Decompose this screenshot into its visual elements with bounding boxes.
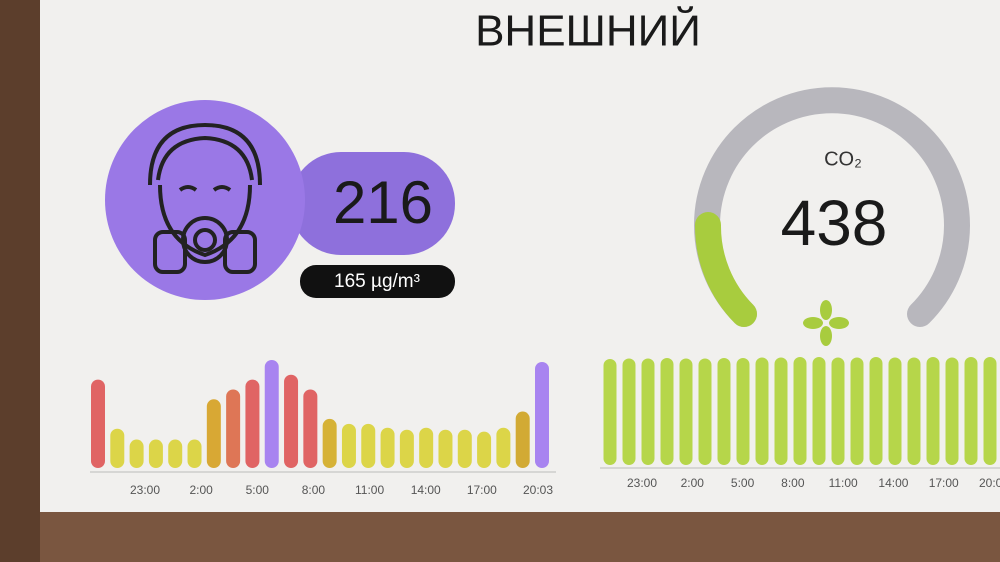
time-label: 2:00 [189,483,213,497]
history-bar [284,374,299,468]
history-bar [91,379,105,468]
concentration-badge [300,265,455,298]
gauge-fill [694,212,757,327]
history-bar [206,399,221,468]
history-bar [907,357,921,465]
fan-icon [803,300,849,346]
history-bar [341,423,356,468]
history-bar [129,439,144,468]
history-bar [964,357,978,465]
history-bar [831,357,845,465]
history-bar [148,439,163,468]
history-bar [515,411,530,468]
history-bar [679,358,693,465]
history-bar [496,427,511,468]
time-label: 14:00 [878,476,908,490]
history-bar [888,357,902,465]
history-bar [187,439,202,468]
history-bar [698,358,712,465]
mask-icon [148,122,262,274]
time-label: 23:00 [627,476,657,490]
time-label: 17:00 [467,483,497,497]
time-label: 11:00 [829,476,858,490]
time-label: 17:00 [929,476,959,490]
frame-left [0,0,40,562]
history-bar [755,357,769,465]
history-bar [438,429,453,468]
time-label: 2:00 [681,476,705,490]
history-bar [535,361,549,468]
title: ВНЕШНИЙ [475,5,701,56]
history-bar [869,357,883,465]
history-bar [457,429,472,468]
history-bar [641,358,655,465]
time-label: 14:00 [411,483,441,497]
history-bar [926,357,940,465]
history-bar [603,358,617,465]
history-bar [168,439,183,468]
history-bar [717,357,731,465]
time-label: 8:00 [781,476,805,490]
time-label: 8:00 [302,483,326,497]
history-bar [774,357,788,465]
history-bar [622,358,636,465]
history-bar [812,357,826,465]
time-label: 5:00 [246,483,270,497]
history-bar [983,357,997,465]
history-bar [245,379,260,468]
time-label: 20:03 [979,476,1000,490]
history-bar [226,389,241,468]
aqi-value: 216 [333,169,433,236]
index-pill [290,152,455,255]
time-label: 11:00 [355,483,384,497]
time-label: 5:00 [731,476,755,490]
mask-icon-bg [105,100,305,300]
history-bar [110,428,125,468]
co2-value: 438 [781,187,888,259]
history-bar [419,427,434,468]
history-bar [361,423,376,468]
history-bar [264,360,279,468]
history-bar [793,357,807,465]
history-bar [945,357,959,465]
history-bar [660,357,674,465]
history-bar [850,357,864,465]
time-label: 20:03 [523,483,553,497]
history-bar [380,427,395,468]
frame-bottom [0,512,1000,562]
concentration: 165 µg/m³ [334,271,420,292]
history-bar [322,418,337,468]
time-label: 23:00 [130,483,160,497]
history-bar [303,389,318,468]
co2-label: CO₂ [824,148,862,170]
history-bar [399,429,414,468]
history-bar [477,431,492,468]
history-bar [736,357,750,465]
